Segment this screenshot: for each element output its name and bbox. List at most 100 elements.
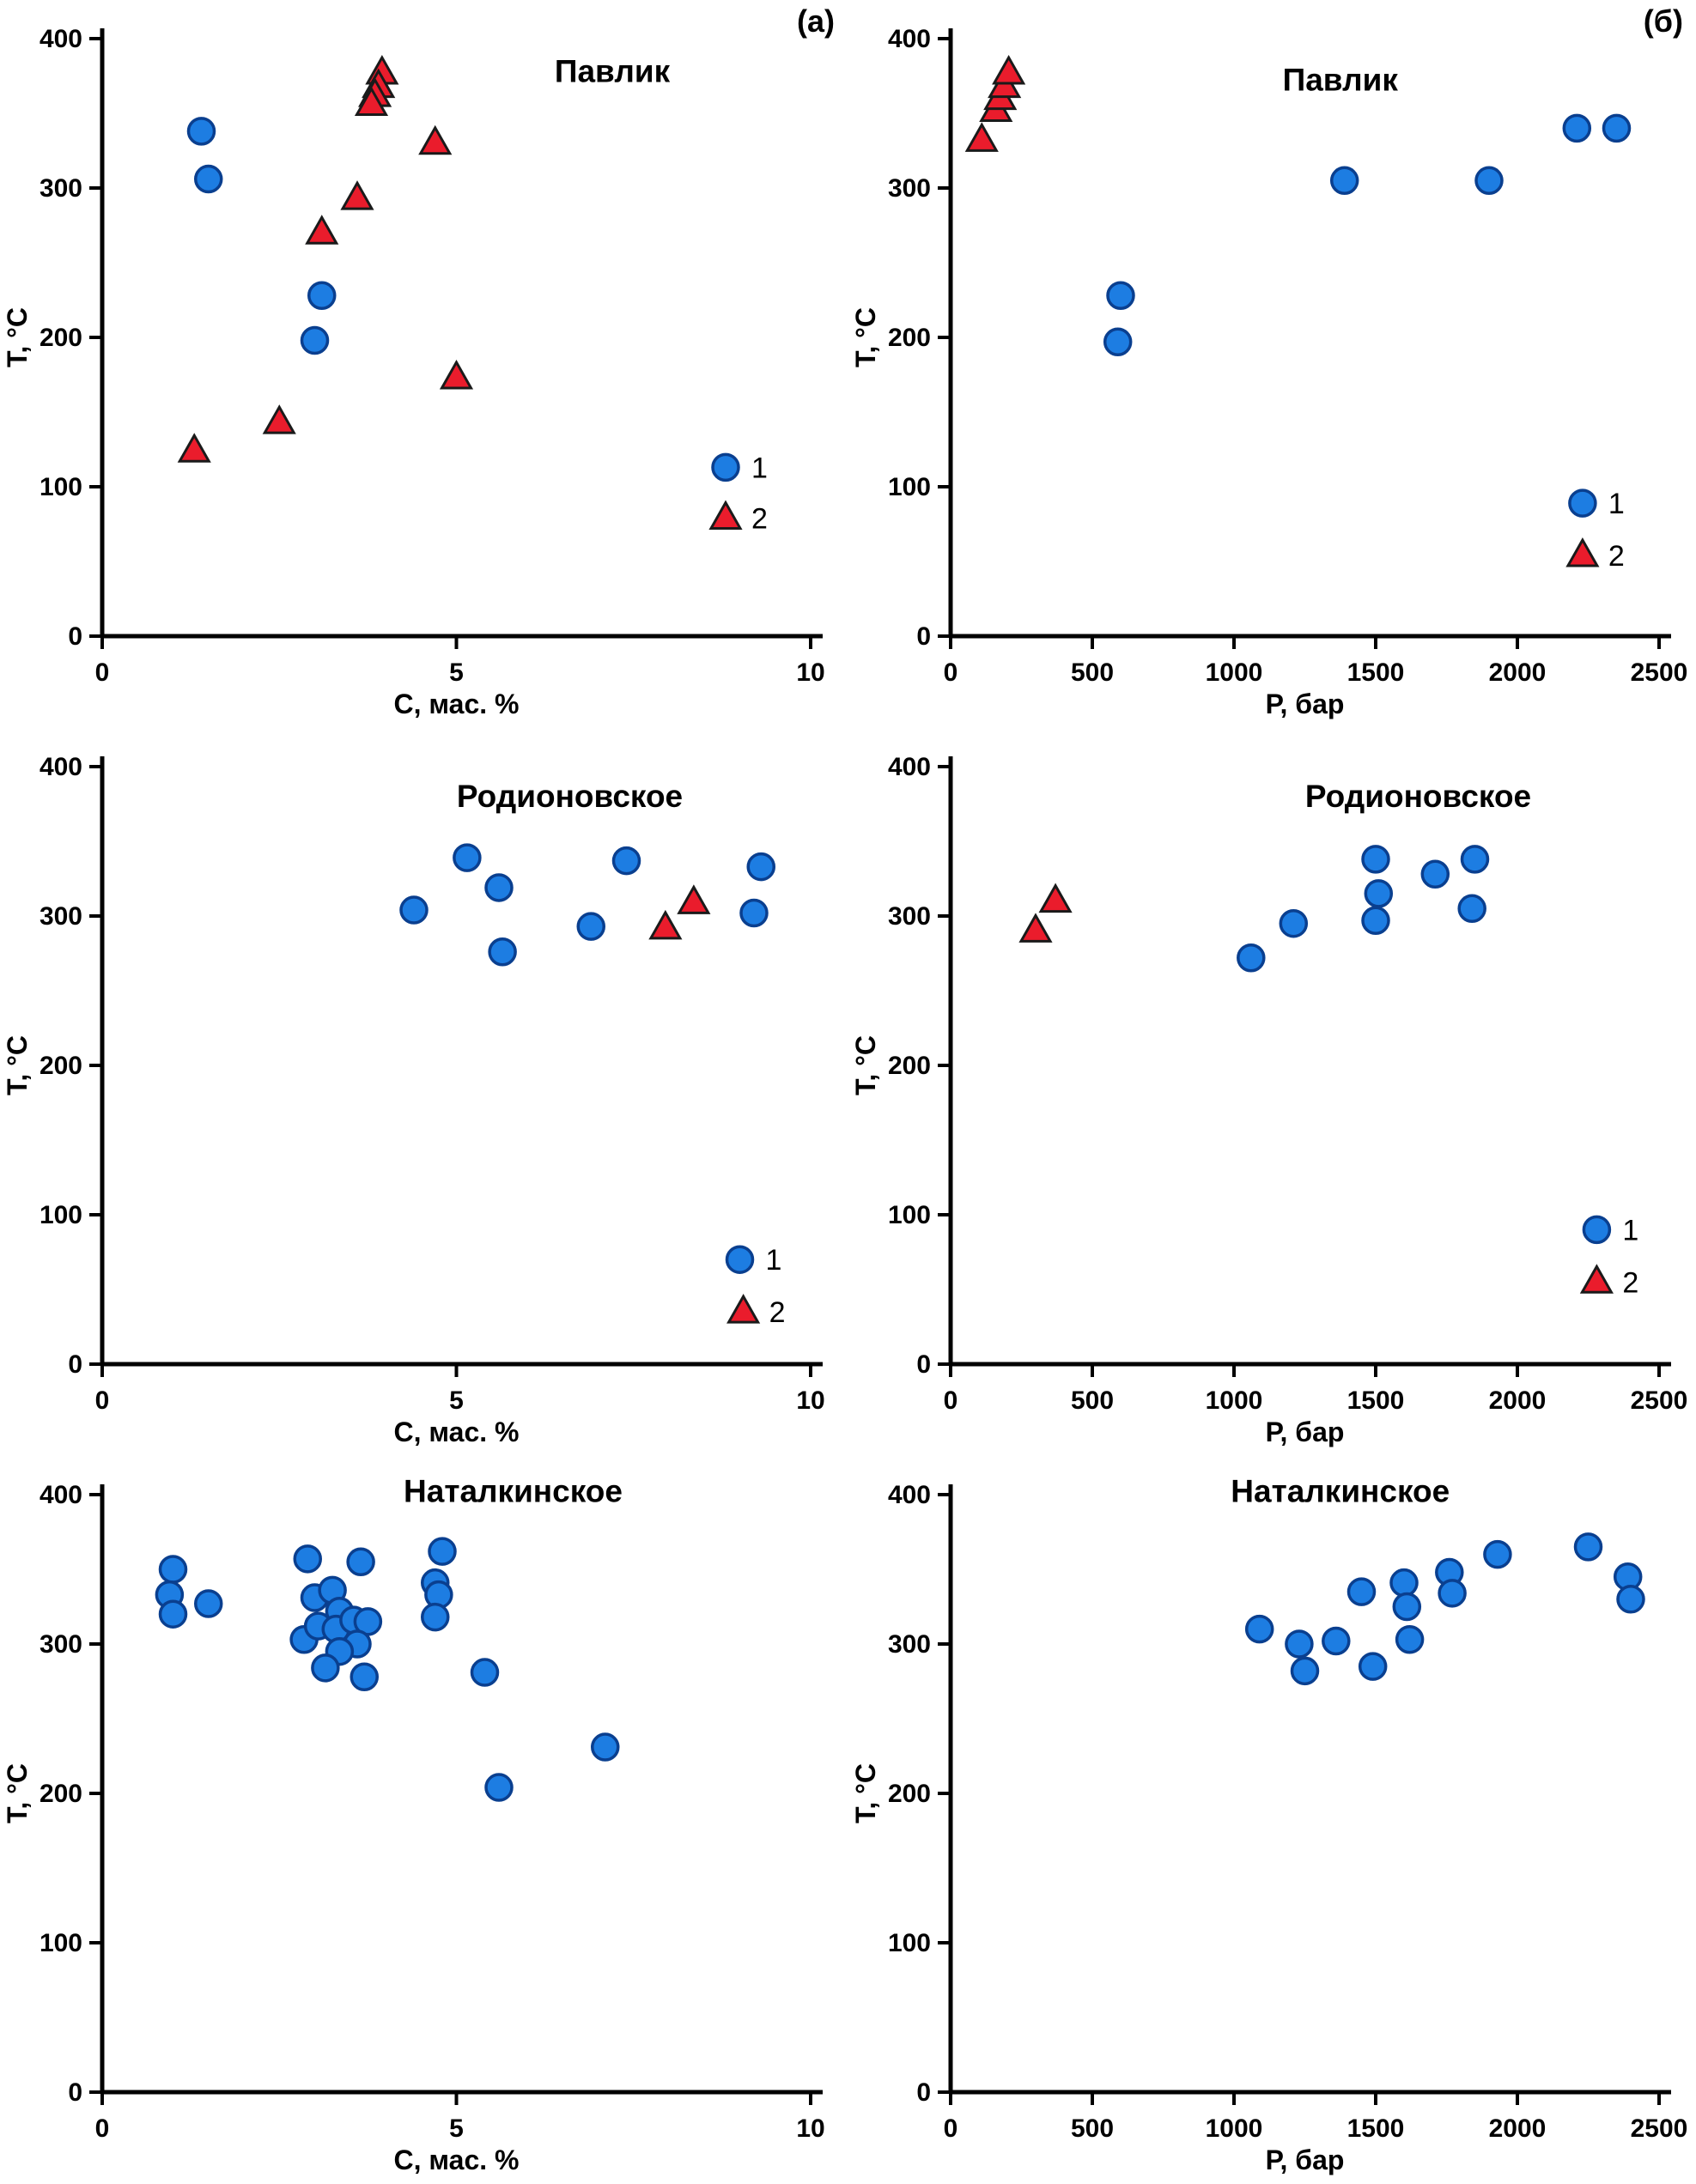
legend-label: 2	[1608, 540, 1624, 573]
data-point-circle	[194, 164, 223, 194]
legend-label: 1	[751, 452, 768, 484]
x-tick-label: 2000	[1488, 2114, 1546, 2143]
data-point-circle	[611, 846, 641, 876]
legend-label: 2	[769, 1296, 786, 1329]
data-point-circle	[158, 1599, 188, 1629]
x-tick-label: 10	[796, 1386, 824, 1415]
data-point-circle	[1392, 1592, 1421, 1622]
x-axis-label: С, мас. %	[394, 2145, 520, 2175]
y-tick-label: 0	[916, 622, 931, 651]
y-tick-label: 0	[68, 622, 82, 651]
legend-label: 1	[1608, 488, 1624, 520]
x-tick-label: 2500	[1630, 658, 1687, 687]
data-point-triangle	[305, 215, 339, 245]
data-point-circle	[186, 117, 216, 146]
data-point-circle	[470, 1658, 500, 1687]
x-tick-label: 10	[796, 2114, 824, 2143]
x-tick-label: 0	[95, 1386, 110, 1415]
data-points	[177, 54, 474, 463]
y-tick-label: 300	[40, 902, 82, 931]
data-point-circle	[1290, 1656, 1319, 1686]
y-tick-label: 300	[887, 1630, 930, 1659]
data-point-circle	[311, 1653, 340, 1683]
y-tick-label: 300	[887, 902, 930, 931]
data-point-triangle	[177, 433, 211, 463]
data-point-circle	[1482, 1539, 1512, 1569]
y-axis-label: Т, °С	[2, 1035, 33, 1095]
data-point-circle	[591, 1732, 620, 1762]
data-point-circle	[1460, 845, 1489, 874]
scatter-plot: 0 100 200 300 400 0 500 1000 1500 2000 2500 Р, бар Т…	[850, 753, 1687, 1447]
data-point-circle	[1284, 1629, 1314, 1659]
legend-triangle-marker	[1579, 1264, 1614, 1294]
y-tick-label: 200	[887, 1052, 930, 1080]
x-tick-label: 1000	[1205, 1386, 1262, 1415]
y-tick-label: 0	[68, 2078, 82, 2107]
data-point-circle	[293, 1544, 322, 1574]
legend-triangle-marker	[1565, 537, 1599, 567]
data-point-circle	[1103, 327, 1132, 356]
data-points	[399, 843, 775, 967]
x-tick-label: 2500	[1630, 2114, 1687, 2143]
x-tick-label: 5	[449, 2114, 464, 2143]
data-point-triangle	[677, 884, 711, 914]
data-points	[1018, 845, 1489, 973]
data-point-circle	[421, 1602, 450, 1632]
chart-pavlik-pressure: 0 100 200 300 400 0 500 1000 1500 2000 2500 Р, бар Т…	[848, 0, 1696, 728]
data-point-circle	[1437, 1579, 1467, 1608]
data-point-circle	[1360, 906, 1390, 935]
data-point-circle	[1358, 1652, 1387, 1681]
legend-circle-marker	[711, 452, 740, 482]
x-tick-label: 5	[449, 1386, 464, 1415]
y-axis-label: Т, °С	[850, 307, 881, 367]
chart-title: Павлик	[1282, 63, 1398, 98]
chart-title: Родионовское	[457, 779, 683, 814]
y-tick-label: 100	[887, 1201, 930, 1229]
data-point-circle	[346, 1547, 375, 1577]
x-tick-label: 0	[943, 658, 957, 687]
x-tick-label: 0	[95, 2114, 110, 2143]
y-tick-label: 300	[887, 174, 930, 203]
chart-title: Родионовское	[1304, 779, 1530, 814]
scatter-plot: 0 100 200 300 400 0 5 10 С, мас. % Т, °С Павлик (а)…	[2, 3, 835, 719]
x-tick-label: 1000	[1205, 658, 1262, 687]
data-point-circle	[1244, 1614, 1274, 1644]
y-tick-label: 400	[887, 1481, 930, 1509]
legend-label: 1	[766, 1244, 782, 1277]
data-point-circle	[484, 873, 514, 902]
x-axis-label: Р, бар	[1265, 2145, 1344, 2175]
axes: 0 100 200 300 400 0 5 10	[40, 25, 825, 687]
data-point-circle	[1364, 879, 1393, 908]
y-tick-label: 400	[40, 753, 82, 781]
x-axis-label: С, мас. %	[394, 689, 520, 719]
x-tick-label: 500	[1070, 2114, 1113, 2143]
y-tick-label: 100	[887, 473, 930, 501]
data-point-circle	[399, 895, 429, 925]
x-tick-label: 0	[95, 658, 110, 687]
data-point-triangle	[262, 404, 296, 434]
x-axis-label: Р, бар	[1265, 689, 1344, 719]
x-tick-label: 1500	[1346, 658, 1404, 687]
chart-title: Наталкинское	[404, 1474, 623, 1509]
data-point-circle	[1105, 281, 1135, 311]
y-tick-label: 300	[40, 174, 82, 203]
legend-circle-marker	[1567, 488, 1597, 518]
panel-letter-label: (б)	[1643, 3, 1682, 39]
chart-natalkinskoe-pressure: 0 100 200 300 400 0 500 1000 1500 2000 2500 Р, бар Т…	[848, 1456, 1696, 2184]
y-tick-label: 100	[40, 1201, 82, 1229]
chart-title: Наталкинское	[1231, 1474, 1450, 1509]
data-point-circle	[1236, 943, 1266, 973]
legend: 12	[708, 452, 768, 536]
y-axis-label: Т, °С	[2, 1763, 33, 1823]
panel-letter-label: (а)	[797, 3, 835, 39]
data-point-triangle	[340, 180, 374, 210]
data-point-triangle	[1038, 883, 1073, 913]
legend-circle-marker	[1582, 1215, 1611, 1245]
axes: 0 100 200 300 400 0 500 1000 1500 2000 2500	[887, 1481, 1687, 2143]
legend: 12	[725, 1244, 786, 1329]
data-point-circle	[1360, 845, 1390, 874]
data-point-circle	[1615, 1585, 1645, 1614]
scatter-plot: 0 100 200 300 400 0 500 1000 1500 2000 2500 Р, бар Т…	[850, 3, 1687, 719]
y-axis-label: Т, °С	[2, 307, 33, 367]
